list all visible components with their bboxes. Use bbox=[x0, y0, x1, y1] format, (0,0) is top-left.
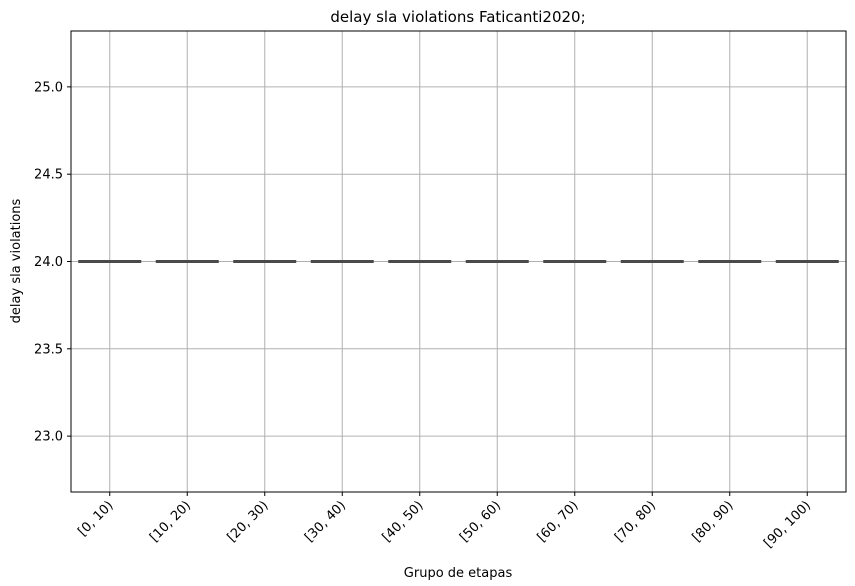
y-axis: 23.0 23.5 24.0 24.5 25.0 bbox=[34, 80, 71, 445]
x-tick-label: [80, 90) bbox=[690, 498, 737, 545]
x-tick-label: [90, 100) bbox=[761, 498, 814, 551]
x-tick-label: [40, 50) bbox=[380, 498, 427, 545]
y-tick-label: 23.0 bbox=[34, 430, 63, 445]
x-tick-label: [60, 70) bbox=[535, 498, 582, 545]
x-axis-label: Grupo de etapas bbox=[404, 566, 513, 581]
y-tick-label: 23.5 bbox=[34, 342, 63, 357]
y-tick-label: 24.0 bbox=[34, 255, 63, 270]
y-tick-label: 24.5 bbox=[34, 168, 63, 183]
x-tick-label: [30, 40) bbox=[302, 498, 349, 545]
y-tick-label: 25.0 bbox=[34, 80, 63, 95]
x-axis: [0, 10) [10, 20) [20, 30) [30, 40) [40, 50) [… bbox=[75, 492, 814, 551]
box-layer bbox=[78, 260, 839, 263]
x-tick-label: [0, 10) bbox=[75, 498, 116, 539]
x-tick-label: [70, 80) bbox=[612, 498, 659, 545]
x-tick-label: [20, 30) bbox=[225, 498, 272, 545]
x-tick-label: [50, 60) bbox=[457, 498, 504, 545]
x-tick-label: [10, 20) bbox=[147, 498, 194, 545]
chart-title: delay sla violations Faticanti2020; bbox=[330, 8, 585, 26]
y-axis-label: delay sla violations bbox=[9, 198, 24, 323]
